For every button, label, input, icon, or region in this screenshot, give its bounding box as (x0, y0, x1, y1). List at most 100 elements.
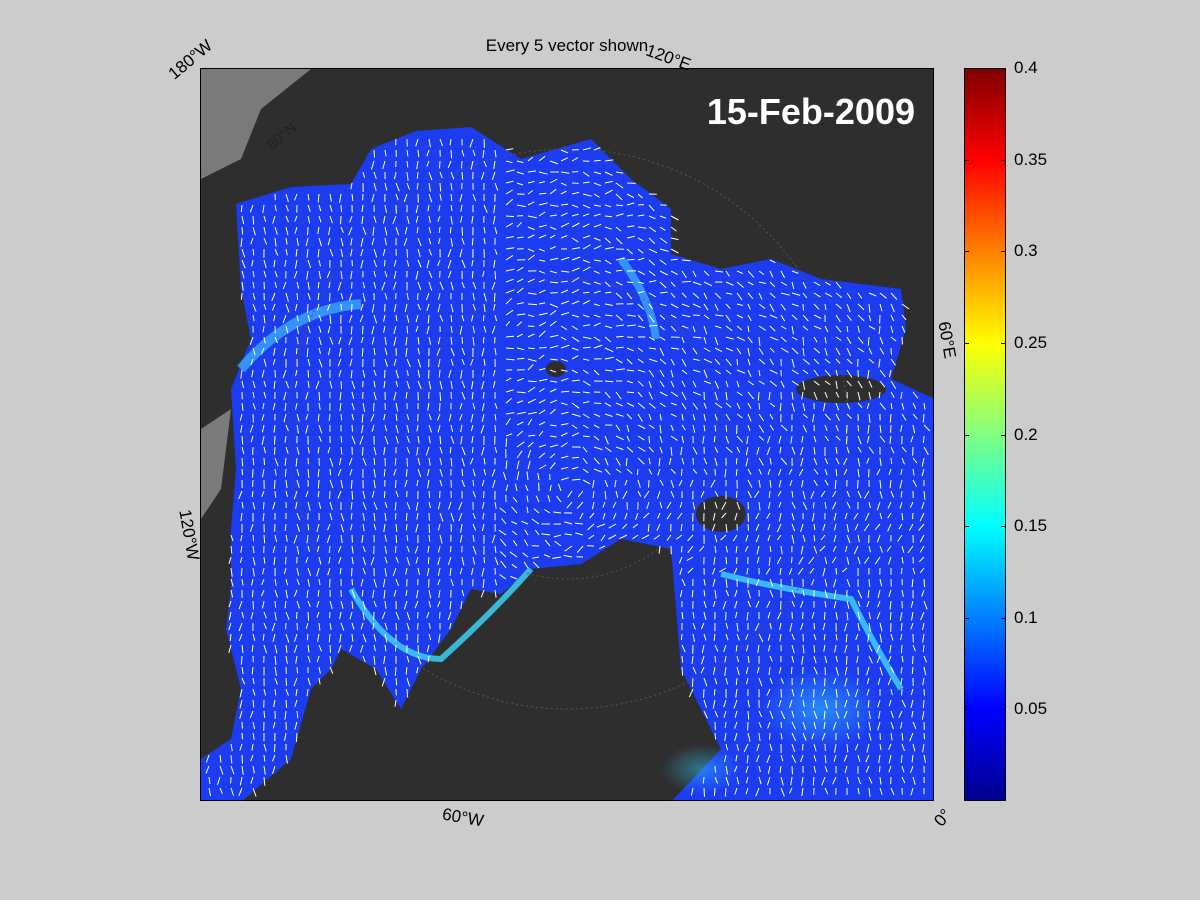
drift-vector (329, 314, 332, 324)
drift-vector (702, 776, 705, 784)
drift-vector (835, 567, 837, 575)
drift-vector (471, 380, 474, 390)
drift-vector (791, 556, 793, 564)
drift-vector (615, 457, 621, 466)
drift-vector (626, 314, 636, 317)
drift-vector (582, 369, 589, 375)
drift-vector (274, 336, 278, 344)
drift-vector (593, 281, 601, 285)
drift-vector (538, 321, 547, 327)
drift-vector (736, 281, 744, 288)
drift-vector (846, 600, 850, 609)
drift-vector (866, 600, 870, 608)
drift-vector (922, 435, 925, 444)
drift-vector (563, 554, 573, 558)
drift-vector (296, 732, 298, 742)
drift-vector (272, 721, 276, 729)
drift-vector (791, 314, 798, 320)
drift-vector (758, 292, 763, 300)
drift-vector (450, 314, 453, 322)
drift-vector (899, 611, 903, 621)
drift-vector (362, 512, 365, 521)
drift-vector (317, 193, 320, 203)
drift-vector (505, 160, 513, 164)
drift-vector (604, 314, 613, 317)
drift-vector (745, 765, 749, 774)
drift-vector (371, 490, 375, 498)
drift-vector (802, 490, 806, 500)
drift-vector (887, 677, 892, 686)
drift-vector (361, 424, 364, 434)
drift-vector (714, 545, 717, 554)
drift-vector (648, 292, 656, 298)
colorbar-tick-label: 0.2 (1014, 424, 1038, 444)
drift-vector (747, 512, 749, 522)
drift-vector (438, 369, 441, 378)
drift-vector (801, 435, 804, 443)
drift-vector (615, 226, 622, 232)
drift-vector (582, 435, 590, 438)
drift-vector (494, 248, 498, 255)
drift-vector (876, 644, 881, 653)
drift-vector (900, 424, 903, 432)
colorbar-tick-label: 0.35 (1014, 149, 1048, 169)
drift-vector (439, 160, 441, 169)
drift-vector (692, 413, 696, 421)
drift-vector (912, 402, 917, 410)
drift-vector (779, 622, 782, 630)
drift-vector (800, 622, 804, 630)
drift-vector (712, 699, 716, 709)
drift-vector (318, 270, 322, 279)
drift-vector (877, 589, 881, 598)
drift-vector (318, 556, 322, 565)
drift-vector (582, 346, 591, 349)
lead-streak (348, 567, 534, 663)
drift-vector (505, 278, 514, 283)
drift-vector (273, 314, 276, 322)
drift-vector (511, 563, 518, 569)
drift-vector (318, 259, 321, 267)
colorbar-tick (964, 342, 969, 344)
drift-vector (857, 556, 861, 565)
drift-vector (713, 556, 716, 565)
drift-vector (340, 270, 343, 280)
drift-vector (296, 237, 299, 246)
drift-vector (659, 314, 666, 320)
drift-vector (296, 479, 300, 488)
drift-vector (746, 567, 749, 575)
drift-vector (274, 369, 276, 378)
drift-vector (338, 369, 342, 377)
drift-vector (582, 235, 591, 239)
drift-vector (351, 402, 355, 411)
drift-vector (241, 248, 246, 258)
drift-vector (778, 468, 782, 476)
drift-vector (329, 215, 333, 224)
drift-vector (340, 248, 344, 257)
drift-vector (901, 303, 910, 310)
drift-vector (747, 424, 751, 431)
drift-vector (813, 743, 817, 752)
drift-vector (879, 292, 887, 299)
drift-vector (912, 468, 915, 476)
drift-vector (296, 413, 300, 422)
drift-vector (647, 523, 650, 532)
drift-vector (802, 303, 804, 311)
drift-vector (472, 479, 475, 487)
drift-vector (285, 303, 290, 313)
drift-vector (228, 600, 232, 608)
drift-vector (538, 181, 546, 184)
drift-vector (769, 303, 775, 312)
drift-vector (252, 633, 256, 641)
drift-vector (438, 633, 441, 643)
colorbar-tick-label: 0.05 (1014, 699, 1048, 719)
drift-vector (821, 688, 826, 696)
drift-vector (360, 578, 364, 587)
drift-vector (240, 545, 243, 553)
drift-vector (450, 512, 455, 522)
drift-vector (393, 391, 397, 401)
drift-vector (416, 226, 419, 234)
drift-vector (482, 336, 485, 344)
drift-vector (416, 512, 419, 520)
drift-vector (756, 556, 760, 564)
drift-vector (349, 468, 353, 476)
